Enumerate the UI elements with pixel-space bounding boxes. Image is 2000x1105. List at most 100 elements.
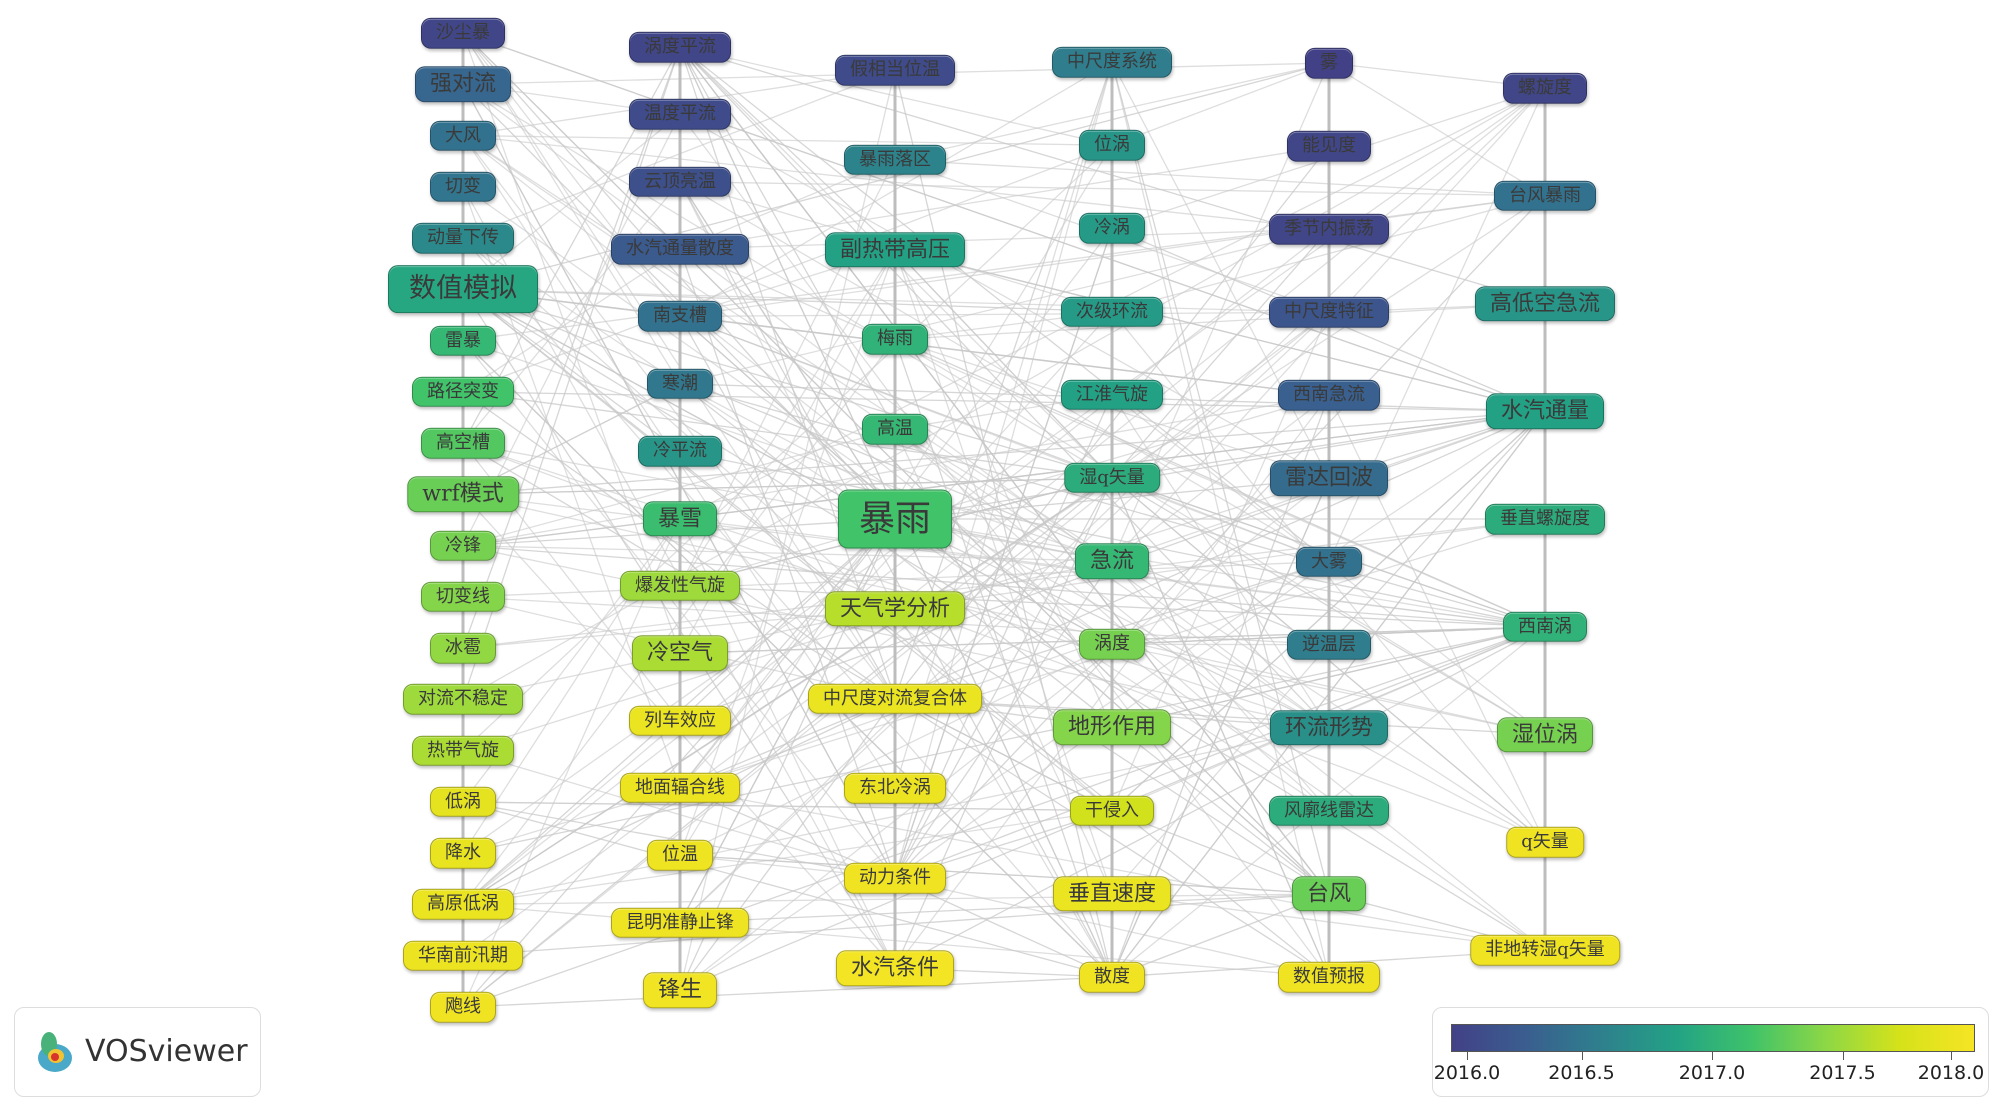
keyword-node[interactable]: 暴雪 [642, 500, 718, 537]
keyword-node[interactable]: 位涡 [1079, 129, 1145, 161]
legend-tick-label: 2017.0 [1678, 1062, 1746, 1084]
keyword-node[interactable]: 大风 [430, 120, 496, 151]
link-line [1111, 560, 1330, 812]
keyword-node[interactable]: 冷锋 [430, 530, 496, 561]
link-line [462, 544, 1546, 628]
keyword-node[interactable]: 螺旋度 [1503, 72, 1587, 104]
keyword-node[interactable]: 锋生 [642, 972, 718, 1008]
keyword-node[interactable]: 能见度 [1287, 130, 1371, 162]
keyword-node[interactable]: 非地转湿q矢量 [1470, 934, 1620, 966]
keyword-node[interactable]: 高低空急流 [1474, 285, 1616, 322]
keyword-node[interactable]: 西南涡 [1503, 611, 1587, 642]
keyword-node[interactable]: 华南前汛期 [403, 940, 523, 971]
keyword-node[interactable]: 中尺度对流复合体 [808, 683, 982, 714]
color-legend: 2016.0 2016.5 2017.0 2017.5 2018.0 [1432, 1007, 1989, 1097]
keyword-node[interactable]: 涡度 [1079, 629, 1145, 660]
keyword-node[interactable]: 大雾 [1296, 546, 1362, 577]
keyword-node[interactable]: 降水 [430, 837, 496, 869]
keyword-node[interactable]: 暴雨落区 [844, 144, 946, 176]
keyword-node[interactable]: 逆温层 [1287, 629, 1371, 660]
keyword-node[interactable]: 假相当位温 [835, 54, 955, 86]
keyword-node[interactable]: 天气学分析 [824, 591, 966, 627]
keyword-node[interactable]: 垂直速度 [1052, 876, 1172, 912]
keyword-node[interactable]: 切变 [430, 171, 496, 203]
keyword-node[interactable]: 台风暴雨 [1494, 180, 1596, 211]
keyword-node[interactable]: 位温 [647, 840, 713, 871]
keyword-node[interactable]: 急流 [1074, 543, 1150, 579]
link-line [894, 61, 1113, 789]
keyword-node[interactable]: 副热带高压 [824, 231, 966, 268]
keyword-node[interactable]: wrf模式 [407, 476, 519, 513]
keyword-node[interactable]: 冷平流 [638, 435, 722, 467]
legend-tick-label: 2017.5 [1809, 1062, 1876, 1084]
keyword-node[interactable]: 路径突变 [412, 376, 514, 408]
keyword-node[interactable]: 中尺度特征 [1269, 297, 1389, 328]
keyword-node[interactable]: 雷达回波 [1269, 460, 1389, 497]
keyword-node[interactable]: 风廓线雷达 [1269, 795, 1389, 827]
keyword-node[interactable]: 热带气旋 [412, 735, 514, 766]
keyword-node[interactable]: 温度平流 [629, 99, 731, 130]
link-line [462, 288, 681, 452]
keyword-node[interactable]: 冷空气 [631, 635, 729, 671]
keyword-node[interactable]: 地形作用 [1052, 709, 1172, 746]
keyword-node[interactable]: 飑线 [430, 991, 496, 1023]
link-line [462, 391, 1113, 479]
keyword-node[interactable]: 季节内振荡 [1269, 213, 1389, 245]
keyword-node[interactable]: 数值预报 [1278, 961, 1380, 993]
keyword-node[interactable]: 暴雨 [837, 489, 953, 549]
keyword-node[interactable]: 环流形势 [1269, 709, 1389, 746]
keyword-node[interactable]: 干侵入 [1070, 795, 1154, 826]
keyword-node[interactable]: 爆发性气旋 [620, 570, 740, 602]
keyword-node[interactable]: 高原低涡 [412, 889, 514, 920]
keyword-node[interactable]: 动量下传 [412, 222, 514, 254]
keyword-node[interactable]: 高空槽 [421, 427, 505, 459]
keyword-node[interactable]: 冰雹 [430, 632, 496, 664]
keyword-node[interactable]: 西南急流 [1278, 380, 1380, 411]
keyword-node[interactable]: 中尺度系统 [1052, 46, 1172, 78]
link-line [679, 145, 1330, 250]
link-line [462, 340, 1113, 978]
keyword-node[interactable]: 对流不稳定 [403, 684, 523, 715]
link-line [894, 877, 1113, 978]
keyword-node[interactable]: 台风 [1291, 876, 1367, 912]
keyword-node[interactable]: 湿位涡 [1496, 716, 1594, 753]
keyword-node[interactable]: 沙尘暴 [421, 17, 505, 49]
keyword-node[interactable]: 水汽通量 [1485, 393, 1605, 429]
link-line [679, 383, 1330, 812]
vosviewer-icon [38, 1032, 72, 1072]
link-line [679, 698, 896, 991]
keyword-node[interactable]: 东北冷涡 [844, 773, 946, 804]
keyword-node[interactable]: 南支槽 [638, 301, 722, 332]
keyword-node[interactable]: 数值模拟 [388, 265, 538, 314]
keyword-node[interactable]: 江淮气旋 [1061, 379, 1163, 410]
keyword-node[interactable]: 动力条件 [844, 862, 946, 894]
link-line [679, 228, 1330, 385]
keyword-node[interactable]: 湿q矢量 [1064, 462, 1160, 494]
link-line [679, 46, 896, 251]
keyword-node[interactable]: 切变线 [421, 581, 505, 613]
keyword-node[interactable]: 垂直螺旋度 [1485, 503, 1605, 535]
keyword-node[interactable]: 梅雨 [862, 324, 928, 355]
keyword-node[interactable]: 云顶亮温 [629, 166, 731, 197]
keyword-node[interactable]: 低涡 [430, 786, 496, 818]
keyword-node[interactable]: 散度 [1079, 961, 1145, 993]
keyword-node[interactable]: 雷暴 [430, 325, 496, 356]
link-line [462, 442, 1113, 562]
link-line [462, 237, 1113, 812]
link-line [894, 249, 1113, 728]
keyword-node[interactable]: 涡度平流 [629, 31, 731, 63]
keyword-node[interactable]: 次级环流 [1061, 296, 1163, 327]
keyword-node[interactable]: 水汽条件 [835, 950, 955, 986]
keyword-node[interactable]: 冷涡 [1079, 213, 1145, 244]
keyword-node[interactable]: 地面辐合线 [620, 772, 740, 804]
keyword-node[interactable]: 列车效应 [629, 705, 731, 736]
link-line [1111, 394, 1330, 562]
keyword-node[interactable]: 高温 [862, 413, 928, 445]
keyword-node[interactable]: 昆明准静止锋 [611, 907, 749, 938]
keyword-node[interactable]: q矢量 [1506, 827, 1584, 858]
link-line [462, 477, 1113, 496]
keyword-node[interactable]: 寒潮 [647, 368, 713, 400]
keyword-node[interactable]: 强对流 [414, 66, 512, 102]
keyword-node[interactable]: 雾 [1305, 47, 1353, 79]
keyword-node[interactable]: 水汽通量散度 [611, 233, 749, 265]
